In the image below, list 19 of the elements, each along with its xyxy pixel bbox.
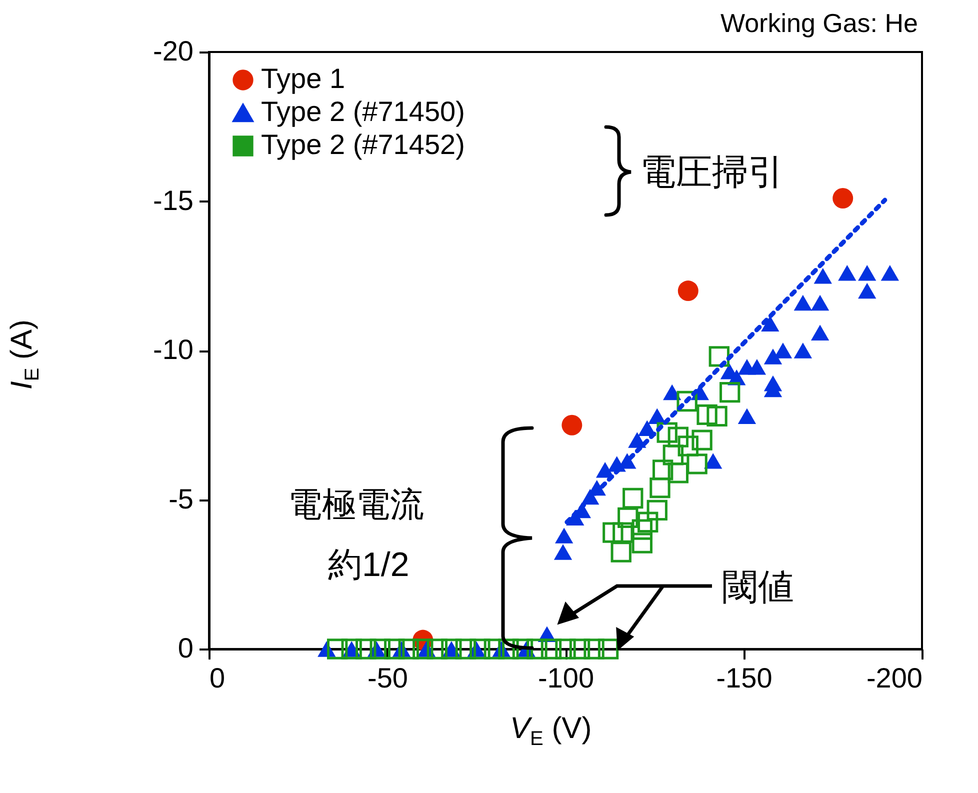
legend-label: Type 2 (#71452): [261, 129, 465, 160]
y-tick-label: 0: [178, 632, 194, 664]
annotation: 閾値: [722, 565, 794, 608]
x-tick-label: 0: [210, 662, 226, 694]
x-tick-label: -50: [368, 662, 408, 694]
annotation: 約1/2: [328, 545, 410, 586]
y-tick-label: -20: [153, 36, 194, 66]
legend-label: Type 2 (#71450): [261, 96, 465, 127]
y-tick-label: -5: [168, 483, 194, 514]
text: Working Gas: He: [720, 8, 918, 40]
x-tick-label: -200: [866, 662, 922, 694]
x-tick-label: -150: [716, 662, 772, 694]
x-axis-title: V$_{E}$ (V): [510, 712, 592, 751]
y-tick-label: -10: [153, 334, 194, 365]
legend-label: Type 1: [261, 63, 346, 94]
annotation: 電極電流: [288, 485, 424, 526]
y-tick-label: -15: [153, 184, 194, 216]
x-tick-label: -100: [538, 662, 594, 694]
annotation: 電圧掃引: [640, 150, 784, 194]
